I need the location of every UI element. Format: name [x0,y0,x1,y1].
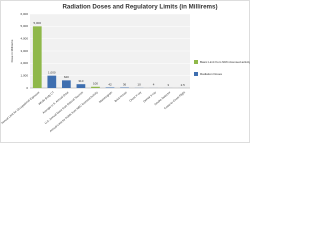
legend-swatch [194,72,198,76]
value-label: 42 [108,82,112,86]
chart: Radiation Doses and Regulatory Limits (i… [0,0,250,143]
value-label: 36 [123,82,127,86]
value-label: 4 [153,83,155,87]
chart-title: Radiation Doses and Regulatory Limits (i… [62,4,217,11]
bar [76,84,86,88]
bar [62,80,71,88]
y-tick-label: 1,000 [20,73,28,77]
y-tick-label: 5,000 [20,24,28,28]
bar [91,86,100,88]
bar [47,75,57,88]
legend-swatch [194,60,198,64]
value-label: 2.5 [181,83,186,87]
y-tick-label: 3,000 [20,49,28,53]
value-label: 5,000 [34,21,42,25]
y-tick-label: 2,000 [20,61,28,65]
bar [105,87,115,88]
bar [32,26,42,88]
value-label: 100 [93,82,98,86]
value-label: 1,000 [48,70,56,74]
legend-label: Basic Limit from NRC-licensed activity [200,60,250,64]
y-tick-label: 6,000 [20,12,28,16]
value-label: 3 [167,83,169,87]
value-label: 310 [78,79,83,83]
y-tick-label: 4,000 [20,36,28,40]
value-label: 620 [64,75,69,79]
value-label: 10 [137,83,141,87]
y-axis-label: Dose in Millirems [10,39,14,62]
y-tick-label: 0 [26,86,28,90]
legend-label: Radiation Doses [200,72,223,76]
